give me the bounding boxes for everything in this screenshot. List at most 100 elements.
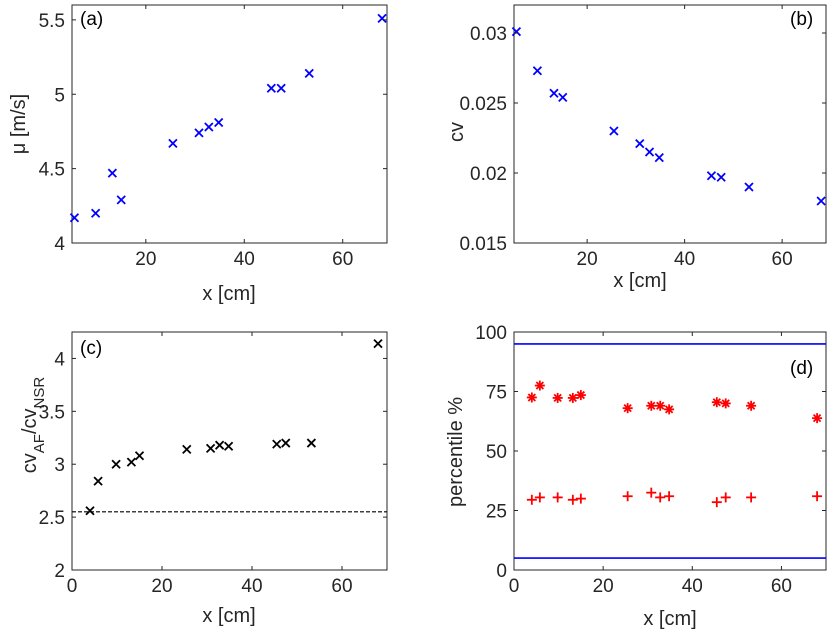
panel-a-marks xyxy=(69,13,387,223)
panel-c-ratio-point xyxy=(85,506,95,516)
panel-a-ytick-label: 5.5 xyxy=(39,11,65,32)
panel-d-lower-point xyxy=(812,491,823,502)
panel-d-lower-point xyxy=(526,494,537,505)
panel-b-ytick-label: 0.025 xyxy=(459,94,507,115)
panel-a-ytick-label: 4.5 xyxy=(39,160,65,181)
panel-c-xtick-label: 40 xyxy=(241,576,262,597)
panel-a-mu-point xyxy=(276,83,286,93)
panel-d-lower-point xyxy=(746,492,757,503)
panel-b-marks xyxy=(511,26,826,206)
panel-b-cv-point xyxy=(816,196,826,206)
panel-d-lower-point xyxy=(711,497,722,508)
panel-d-lower-point xyxy=(720,492,731,503)
panel-a-xtick-label: 60 xyxy=(332,249,353,270)
panel-c-xtick-label: 20 xyxy=(151,576,172,597)
panel-d-upper-point xyxy=(534,380,545,391)
panel-d-lower-point xyxy=(622,491,633,502)
panel-b-ytick-label: 0.03 xyxy=(470,24,507,45)
panel-b-cv-point xyxy=(644,147,655,157)
panel-c-ylabel: cvAF/cvNSR xyxy=(19,377,48,474)
panel-a-xlabel: x [cm] xyxy=(202,283,255,305)
panel-b-cv-point xyxy=(744,182,754,192)
panel-d-lower-point xyxy=(534,492,545,503)
panel-a-frame xyxy=(71,4,388,244)
panel-a-ytick-label: 4 xyxy=(54,234,65,255)
panel-d-lower-point xyxy=(567,494,578,505)
panel-d-upper-point xyxy=(646,400,657,411)
panel-a-ylabel: μ [m/s] xyxy=(8,94,30,154)
panel-c-ratio-point xyxy=(272,439,282,449)
panel-a-mu-point xyxy=(214,117,224,128)
panel-a-xtick-label: 20 xyxy=(135,249,156,270)
panel-b-xtick-label: 40 xyxy=(674,249,695,270)
panel-d-upper-point xyxy=(567,392,578,403)
panel-c: 0 20 40 60 2 2.5 3 3.5 4 (c) x [cm] cvAF/cvNSR xyxy=(19,331,388,627)
panel-b-ylabel: cv xyxy=(446,122,468,142)
panel-b-cv-point xyxy=(609,126,619,136)
panel-c-ytick-label: 3.5 xyxy=(39,402,65,423)
panel-b: 20 40 60 0.015 0.02 0.025 0.03 (b) x [cm] cv xyxy=(446,4,827,292)
panel-d-lower-point xyxy=(575,493,586,504)
panel-a-mu-point xyxy=(107,168,117,178)
panel-a-ytick-label: 5 xyxy=(54,85,65,106)
panel-a-mu-point xyxy=(116,195,126,205)
panel-d-upper-point xyxy=(622,403,633,414)
panel-d-xtick-label: 20 xyxy=(593,576,614,597)
panel-d-upper-point xyxy=(711,397,722,408)
panel-a-mu-point xyxy=(90,208,101,218)
panel-b-ytick-label: 0.015 xyxy=(459,234,507,255)
panel-c-ratio-point xyxy=(111,459,121,469)
panel-d-upper-point xyxy=(575,390,586,401)
panel-c-ytick-label: 2.5 xyxy=(39,508,65,529)
panel-b-cv-point xyxy=(716,172,726,182)
panel-a-mu-point xyxy=(377,13,387,24)
panel-d: 0 20 40 60 0 25 50 75 100 (d) x [cm] percentile … xyxy=(445,323,827,630)
panel-d-xtick-label: 0 xyxy=(509,576,520,597)
panel-d-ytick-label: 100 xyxy=(475,323,507,344)
panel-b-cv-point xyxy=(549,88,559,98)
panel-b-xtick-label: 20 xyxy=(577,249,598,270)
panel-d-lower-point xyxy=(664,491,675,502)
panel-b-xlabel: x [cm] xyxy=(613,270,666,292)
panel-c-ylabel-sub1: AF xyxy=(31,434,48,453)
panel-b-cv-point xyxy=(654,152,664,163)
panel-d-upper-point xyxy=(552,392,563,403)
panel-b-label: (b) xyxy=(790,9,813,30)
panel-d-ticks: 0 20 40 60 0 25 50 75 100 xyxy=(475,323,826,597)
panel-c-ratio-point xyxy=(281,438,291,448)
panel-d-ytick-label: 50 xyxy=(486,442,507,463)
panel-b-cv-point xyxy=(558,92,568,103)
panel-c-marks xyxy=(85,338,383,516)
panel-d-ytick-label: 75 xyxy=(486,383,507,404)
panel-a: 20 40 60 4 4.5 5 5.5 (a) x [cm] μ [m/s] xyxy=(8,4,388,305)
panel-d-lower-point xyxy=(655,492,666,503)
panel-b-cv-point xyxy=(532,66,543,76)
panel-a-mu-point xyxy=(69,213,80,223)
panel-d-xlabel: x [cm] xyxy=(643,608,696,630)
panel-c-label: (c) xyxy=(80,338,102,359)
panel-a-xtick-label: 40 xyxy=(234,249,255,270)
panel-c-ratio-point xyxy=(214,440,225,450)
panel-a-mu-point xyxy=(194,128,204,138)
panel-a-label: (a) xyxy=(80,9,103,30)
panel-c-ytick-label: 4 xyxy=(54,349,65,370)
panel-d-xtick-label: 60 xyxy=(771,576,792,597)
panel-c-frame xyxy=(71,331,388,571)
panel-d-label: (d) xyxy=(790,358,813,379)
panel-d-lower-point xyxy=(552,492,563,503)
panel-b-cv-point xyxy=(706,171,717,181)
panel-b-cv-point xyxy=(511,26,522,37)
panel-c-ytick-label: 2 xyxy=(54,561,65,582)
panel-d-upper-point xyxy=(812,413,823,424)
panel-b-ytick-label: 0.02 xyxy=(470,164,507,185)
panel-c-ratio-point xyxy=(205,443,216,453)
panel-d-xtick-label: 40 xyxy=(682,576,703,597)
panel-c-ratio-point xyxy=(126,457,137,467)
panel-c-ratio-point xyxy=(306,438,317,448)
panel-c-ratio-point xyxy=(134,451,145,461)
panel-c-ytick-label: 3 xyxy=(54,455,65,476)
panel-a-mu-point xyxy=(168,138,178,148)
panel-d-upper-point xyxy=(526,392,537,403)
panel-c-xtick-label: 0 xyxy=(67,576,78,597)
